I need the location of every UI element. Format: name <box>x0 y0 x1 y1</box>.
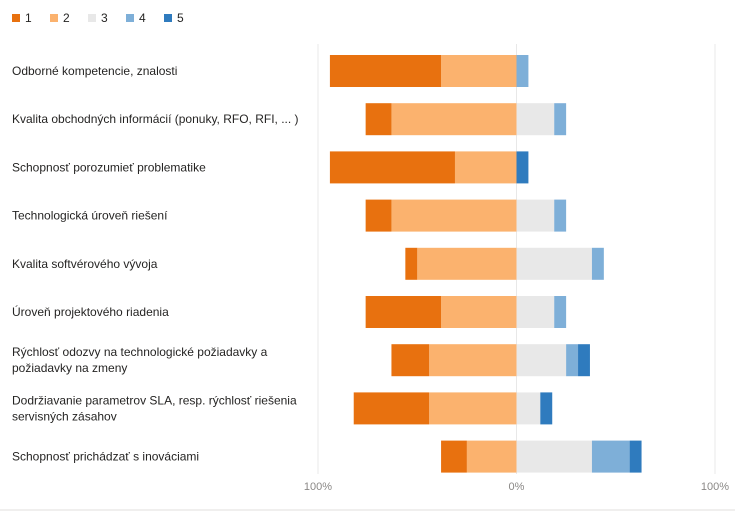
bar-segment-5[interactable] <box>629 440 642 473</box>
category-label: Kvalita softvérového vývoja <box>12 257 158 271</box>
legend-swatch <box>164 14 172 22</box>
bar-row <box>365 199 567 232</box>
bar-segment-4[interactable] <box>591 440 630 473</box>
bar-segment-2[interactable] <box>466 440 517 473</box>
bar-segment-3[interactable] <box>516 103 555 136</box>
bar-segment-4[interactable] <box>516 55 529 87</box>
x-axis-ticks: 100% 0% 100% <box>304 481 729 493</box>
bar-row <box>329 151 529 184</box>
bar-segment-4[interactable] <box>566 344 579 377</box>
bar-segment-2[interactable] <box>454 151 517 184</box>
legend-swatch <box>88 14 96 22</box>
x-tick-label: 100% <box>701 481 729 493</box>
legend-item-4[interactable]: 4 <box>126 11 146 25</box>
bar-segment-3[interactable] <box>516 440 592 473</box>
bar-segment-4[interactable] <box>591 247 604 280</box>
bar-segment-1[interactable] <box>365 103 392 136</box>
bar-segment-1[interactable] <box>365 296 442 328</box>
legend-item-2[interactable]: 2 <box>50 11 70 25</box>
bar-segment-3[interactable] <box>516 247 592 280</box>
bar-segment-3[interactable] <box>516 392 541 425</box>
legend-label: 1 <box>25 11 32 25</box>
legend-label: 3 <box>101 11 108 25</box>
x-tick-label: 0% <box>509 481 525 493</box>
legend-swatch <box>12 14 20 22</box>
bar-segment-1[interactable] <box>365 199 392 232</box>
category-label-line: požiadavky na zmeny <box>12 361 127 375</box>
bar-segment-2[interactable] <box>441 296 517 328</box>
legend-item-3[interactable]: 3 <box>88 11 108 25</box>
bar-segment-1[interactable] <box>405 247 418 280</box>
category-label: Schopnosť prichádzať s inováciami <box>12 450 199 464</box>
bars <box>329 55 642 473</box>
bar-segment-2[interactable] <box>429 344 517 377</box>
bar-segment-1[interactable] <box>391 344 430 377</box>
category-label-line: Dodržiavanie parametrov SLA, resp. rýchl… <box>12 393 297 407</box>
x-tick-label: 100% <box>304 481 332 493</box>
legend-label: 2 <box>63 11 70 25</box>
legend: 1 2 3 4 5 <box>12 11 184 25</box>
legend-label: 5 <box>177 11 184 25</box>
bar-segment-5[interactable] <box>516 151 529 184</box>
bar-segment-4[interactable] <box>554 103 567 136</box>
bar-segment-2[interactable] <box>429 392 517 425</box>
bar-segment-3[interactable] <box>516 199 555 232</box>
category-label: Dodržiavanie parametrov SLA, resp. rýchl… <box>12 393 297 423</box>
bar-segment-1[interactable] <box>441 440 467 473</box>
bar-segment-2[interactable] <box>391 199 517 232</box>
bar-segment-1[interactable] <box>329 151 455 184</box>
bar-row <box>353 392 553 425</box>
bar-segment-1[interactable] <box>353 392 430 425</box>
bar-row <box>365 103 567 136</box>
bar-segment-4[interactable] <box>554 199 567 232</box>
bar-segment-1[interactable] <box>329 55 442 87</box>
bar-row <box>391 344 590 377</box>
category-label: Technologická úroveň riešení <box>12 209 168 223</box>
bar-segment-3[interactable] <box>516 296 555 328</box>
legend-swatch <box>50 14 58 22</box>
category-label: Rýchlosť odozvy na technologické požiada… <box>12 345 268 375</box>
bar-segment-5[interactable] <box>540 392 553 425</box>
bar-segment-5[interactable] <box>578 344 590 377</box>
category-label-line: Rýchlosť odozvy na technologické požiada… <box>12 345 268 359</box>
bar-row <box>365 296 567 328</box>
legend-label: 4 <box>139 11 146 25</box>
bar-row <box>329 55 529 87</box>
legend-swatch <box>126 14 134 22</box>
category-label-line: servisných zásahov <box>12 409 117 423</box>
category-label: Úroveň projektového riadenia <box>12 304 169 319</box>
bar-segment-4[interactable] <box>554 296 567 328</box>
legend-item-1[interactable]: 1 <box>12 11 32 25</box>
bar-segment-2[interactable] <box>391 103 517 136</box>
bar-row <box>441 440 642 473</box>
legend-item-5[interactable]: 5 <box>164 11 184 25</box>
category-label: Schopnosť porozumieť problematike <box>12 160 206 174</box>
category-label: Kvalita obchodných informácií (ponuky, R… <box>12 112 299 126</box>
bar-segment-2[interactable] <box>417 247 517 280</box>
bar-segment-2[interactable] <box>441 55 517 87</box>
category-labels: Odborné kompetencie, znalosti Kvalita obc… <box>12 64 299 464</box>
bar-segment-3[interactable] <box>516 344 567 377</box>
bar-row <box>405 247 604 280</box>
category-label: Odborné kompetencie, znalosti <box>12 64 177 78</box>
